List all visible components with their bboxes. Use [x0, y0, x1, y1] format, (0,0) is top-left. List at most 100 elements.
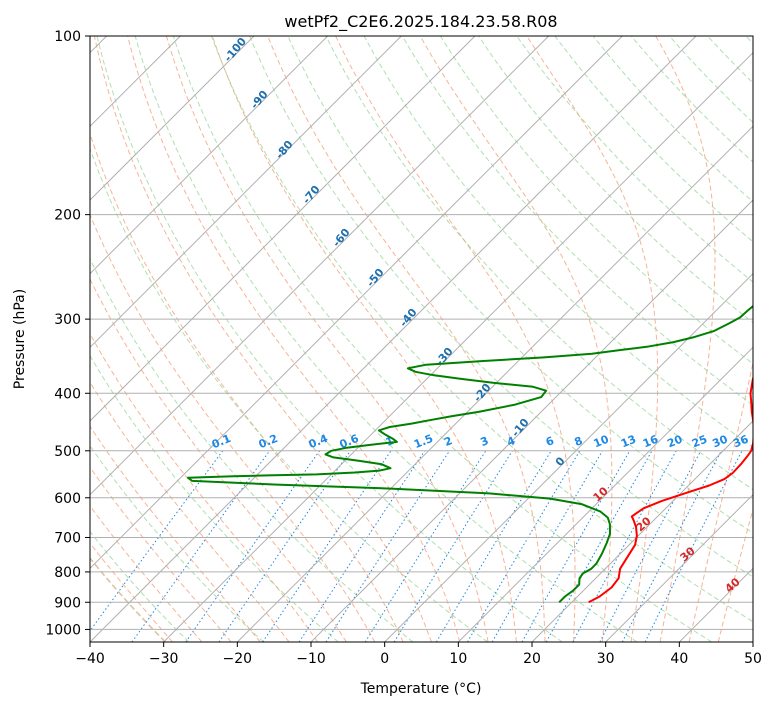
moist-adiabat [211, 36, 517, 642]
mixing-ratio-label: 36 [731, 433, 750, 451]
moist-adiabat [717, 507, 753, 642]
mixing-ratio-label: 20 [665, 433, 684, 451]
chart-title: wetPf2_C2E6.2025.184.23.58.R08 [284, 12, 557, 32]
y-tick-label: 300 [54, 312, 81, 328]
x-axis-ticks: −40 −30 −20 −10 0 10 20 30 40 50 [75, 642, 762, 667]
moist-adiabat [90, 381, 290, 642]
mixing-ratio-label: 1 [384, 434, 396, 449]
moist-adiabat [335, 36, 576, 642]
mixing-ratio-line [521, 450, 631, 642]
moist-adiabat [127, 36, 461, 642]
mixing-ratio-line [364, 450, 487, 642]
mixing-ratio-label: 2 [442, 434, 454, 449]
dry-adiabat [401, 36, 753, 406]
y-tick-label: 1000 [45, 622, 81, 638]
plot-frame [89, 35, 754, 643]
moist-adiabat [267, 36, 546, 642]
moist-adiabat [419, 36, 613, 642]
dry-adiabat [172, 36, 712, 642]
mixing-ratio-line [90, 450, 224, 632]
x-tick-label: 30 [597, 651, 615, 667]
y-tick-label: 600 [54, 491, 81, 507]
y-tick-label: 700 [54, 531, 81, 547]
mixing-ratio-label: 13 [619, 433, 638, 451]
mixing-ratio-label: 25 [690, 433, 709, 451]
isotherm-line [605, 493, 753, 642]
mixing-ratio-lines [90, 450, 743, 642]
x-tick-label: 10 [449, 651, 467, 667]
dewpoint-line [187, 304, 753, 604]
mixing-ratio-line [599, 450, 702, 642]
mixing-ratio-line [435, 450, 552, 642]
grid-lines [90, 36, 753, 642]
x-tick-label: −10 [296, 651, 326, 667]
isotherm-line [163, 51, 753, 642]
dry-adiabat [134, 36, 638, 642]
moist-adiabat [90, 213, 376, 642]
moist-adiabat [165, 36, 489, 642]
mixing-ratio-line [218, 450, 351, 642]
mixing-ratio-line [185, 450, 321, 642]
dry-adiabat [90, 530, 190, 642]
y-tick-label: 200 [54, 208, 81, 224]
y-tick-label: 900 [54, 595, 81, 611]
mixing-ratio-label: 10 [592, 433, 611, 451]
plot-area: -100-90-80-70-60-50-40-30-20-10010203040… [90, 36, 753, 642]
moist-adiabat [688, 360, 753, 642]
dry-adiabat [325, 36, 753, 491]
dry-adiabat [211, 36, 753, 623]
moist-adiabat [90, 132, 404, 642]
x-tick-label: −20 [223, 651, 253, 667]
isotherm-line [236, 125, 753, 642]
moist-adiabat [655, 36, 716, 642]
mixing-ratio-line [131, 450, 271, 642]
x-tick-label: −30 [149, 651, 179, 667]
isotherm-line [90, 36, 402, 349]
mixing-ratio-line [644, 450, 743, 642]
mixing-ratio-label: 3 [479, 434, 491, 449]
isotherm-line [531, 420, 753, 642]
dry-adiabat [90, 147, 488, 642]
x-tick-label: 50 [744, 651, 762, 667]
dry-adiabat [90, 354, 339, 642]
isotherm-line [90, 36, 255, 201]
x-tick-label: −40 [75, 651, 105, 667]
dry-adiabat [516, 36, 753, 283]
mixing-ratio-line [262, 450, 392, 642]
y-tick-label: 500 [54, 444, 81, 460]
x-tick-label: 20 [523, 651, 541, 667]
mixing-ratio-label: 30 [711, 433, 730, 451]
dry-adiabat [439, 36, 753, 365]
x-axis-label: Temperature (°C) [360, 681, 482, 697]
isotherm-line [90, 36, 623, 570]
mixing-ratio-line [325, 450, 451, 642]
dry-adiabat [96, 36, 563, 642]
dry-adiabat [90, 556, 166, 642]
mixing-ratio-label: 16 [641, 433, 660, 451]
sounding-profiles [187, 304, 753, 604]
y-axis-ticks: 100 200 300 400 500 600 700 800 900 1000 [45, 29, 90, 638]
mixing-ratio-label: 8 [573, 434, 585, 449]
y-tick-label: 400 [54, 386, 81, 402]
mixing-ratio-line [572, 450, 677, 642]
moist-adiabat [90, 278, 347, 642]
mixing-ratio-line [545, 450, 653, 642]
isotherm-line [457, 346, 753, 642]
isotherm-line [90, 36, 476, 422]
dry-adiabat [249, 36, 753, 578]
isotherm-line [90, 36, 550, 496]
y-tick-label: 100 [54, 29, 81, 45]
moist-adiabat [90, 332, 319, 642]
isotherm-line [310, 199, 753, 642]
dry-adiabat [90, 444, 264, 642]
temperature-line [588, 374, 753, 604]
y-tick-label: 800 [54, 565, 81, 581]
dry-adiabats [90, 36, 753, 642]
isotherm-line [90, 36, 697, 642]
moist-adiabat [90, 466, 232, 642]
y-axis-label: Pressure (hPa) [12, 289, 28, 389]
moist-adiabat [526, 36, 659, 642]
moist-adiabats [90, 36, 753, 642]
